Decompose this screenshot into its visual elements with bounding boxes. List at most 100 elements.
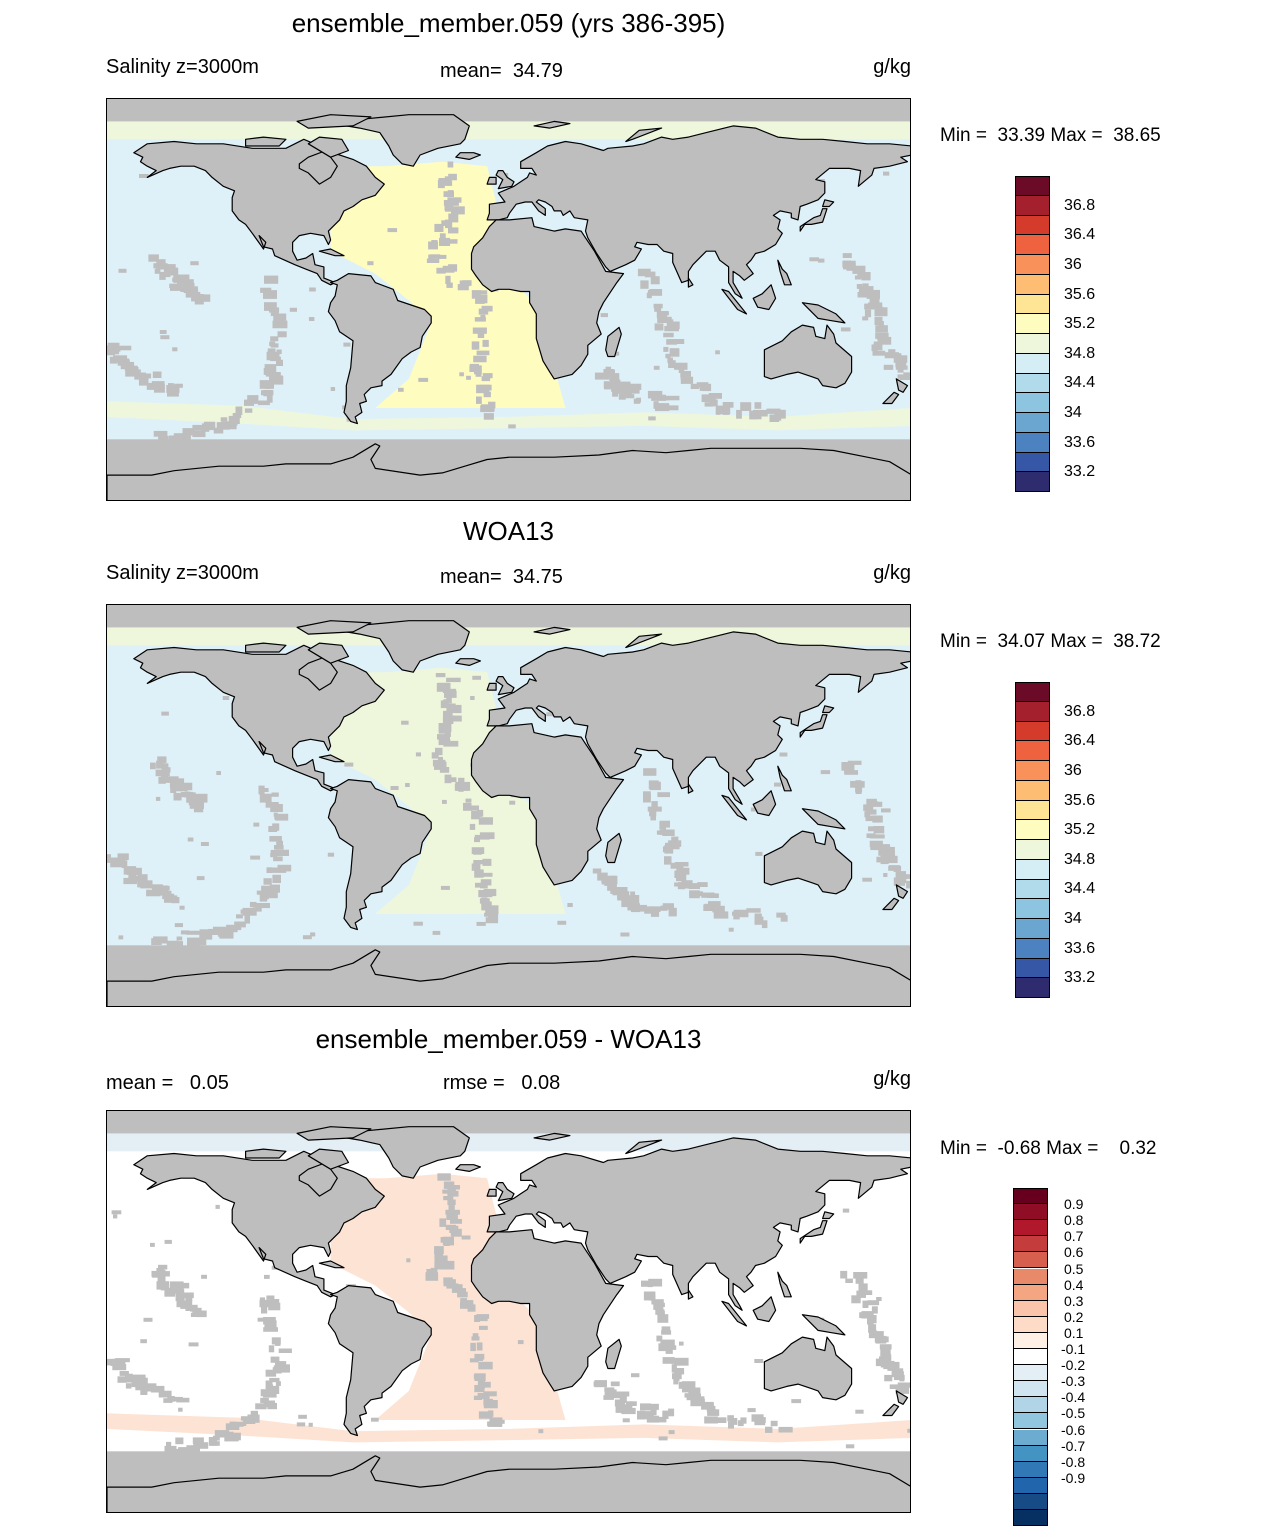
colorbar-tick-label: 0.6 [1064,1244,1084,1261]
landmass-baffin [307,642,350,664]
colorbar-tick-label: -0.1 [1061,1341,1086,1357]
landmass-novaya [625,1139,663,1155]
landmass-japan [799,1220,828,1244]
colorbar-cell [1015,294,1050,315]
landmass-south-america [327,1285,432,1437]
colorbar-cell [1013,1332,1048,1349]
landmass-sri-lanka [687,1289,694,1300]
landmass-philippines [777,765,792,792]
landmass-australia [763,324,853,389]
landmass-new-zealand-n [895,378,909,393]
landmass-australia [763,1336,853,1401]
panel-title: WOA13 [462,516,555,546]
colorbar-cell [1015,472,1050,492]
colorbar-tick-label: 0.3 [1064,1292,1084,1309]
colorbar-tick-label: 35.6 [1064,285,1096,303]
min-max-label: Min = 34.07 Max = 38.72 [940,631,1161,652]
landmass-uk [495,169,515,190]
subtitle-rmse: rmse = 0.08 [443,1072,561,1094]
landmass-new-guinea [801,302,846,324]
colorbar-cell [1015,353,1050,374]
landmass-madagascar [605,832,622,864]
colorbar-cell [1013,1429,1048,1446]
colorbar-cell [1015,978,1050,998]
landmass-hokkaido [821,705,835,714]
landmass-ellesmere [296,620,372,635]
landmass-iceland [455,658,481,667]
colorbar-cell [1013,1493,1048,1510]
colorbar-tick-label: 0.8 [1064,1212,1084,1229]
colorbar-tick-label: -0.6 [1061,1421,1086,1438]
colorbar-cell [1015,452,1050,473]
colorbar-cell [1015,919,1050,939]
landmass-sumatra [721,794,748,821]
colorbar-tick-label: -0.8 [1061,1453,1086,1470]
colorbar-tick-label: 34 [1064,404,1082,421]
landmass-cuba [318,754,345,763]
colorbar-cell [1015,840,1050,860]
colorbar-tick-label: 34.4 [1064,374,1096,392]
colorbar-tick-label: -0.7 [1061,1437,1086,1454]
colorbar-cell [1015,761,1050,781]
landmass-australia [763,830,853,895]
salinity-map [106,604,911,1007]
landmass-eurasia [486,1137,910,1311]
landmass-greenland [345,620,470,673]
landmass-south-america [327,273,432,425]
landmass-greenland [345,114,470,167]
colorbar-cell [1013,1510,1048,1526]
colorbar-cell [1015,741,1050,761]
landmass-philippines [777,1271,792,1298]
colorbar-cell [1015,701,1050,722]
colorbar-cell [1015,235,1050,255]
colorbar-cell [1013,1365,1048,1382]
colorbar-tick-label: 36.8 [1064,702,1096,720]
colorbar-tick-label: -0.4 [1061,1389,1086,1406]
landmass-victoria [245,1148,287,1159]
landmass-baffin [307,136,350,158]
subtitle-left: Salinity z=3000m [106,562,259,584]
colorbar-cell [1013,1284,1048,1301]
subtitle-left: Salinity z=3000m [106,56,259,78]
colorbar-tick-label: 34 [1064,910,1082,927]
landmass-sri-lanka [687,277,694,288]
landmass-svalbard [533,1132,571,1141]
salinity-difference-map [106,1110,911,1513]
colorbar-cell [1015,820,1050,840]
colorbar-cell [1013,1413,1048,1430]
landmass-victoria [245,642,287,653]
colorbar-cell [1015,176,1050,196]
colorbar-cell [1015,314,1050,334]
landmass-antarctica [107,1455,910,1512]
landmass-ireland [486,1188,497,1197]
landmass-hokkaido [821,199,835,208]
colorbar-tick-label: 35.2 [1064,821,1096,839]
panel-model: ensemble_member.059 (yrs 386-395) Salini… [0,0,1285,506]
landmass-new-zealand-n [895,884,909,899]
landmass-baffin [307,1148,350,1170]
colorbar-tick-label: -0.2 [1061,1357,1086,1374]
colorbar-tick-label: 36 [1064,255,1082,273]
colorbar-cell [1015,859,1050,880]
landmass-ireland [486,176,497,185]
colorbar-cell [1013,1268,1048,1285]
units-label: g/kg [873,56,911,78]
colorbar-tick-label: 33.2 [1064,969,1096,987]
colorbar [1015,682,1050,998]
landmass-sri-lanka [687,783,694,794]
landmass-madagascar [605,1338,622,1370]
landmass-north-america [133,644,385,792]
landmass-new-zealand-n [895,1390,909,1405]
landmass-japan [799,208,828,232]
landmass-sumatra [721,1300,748,1327]
colorbar-cell [1013,1461,1048,1478]
landmass-victoria [245,136,287,147]
landmass-cuba [318,248,345,257]
colorbar-tick-label: 33.2 [1064,463,1096,481]
colorbar [1013,1188,1048,1526]
colorbar-tick-label: 33.6 [1064,939,1096,957]
landmass-sumatra [721,288,748,315]
colorbar-tick-label: 34.4 [1064,880,1096,898]
landmass-antarctica [107,443,910,500]
